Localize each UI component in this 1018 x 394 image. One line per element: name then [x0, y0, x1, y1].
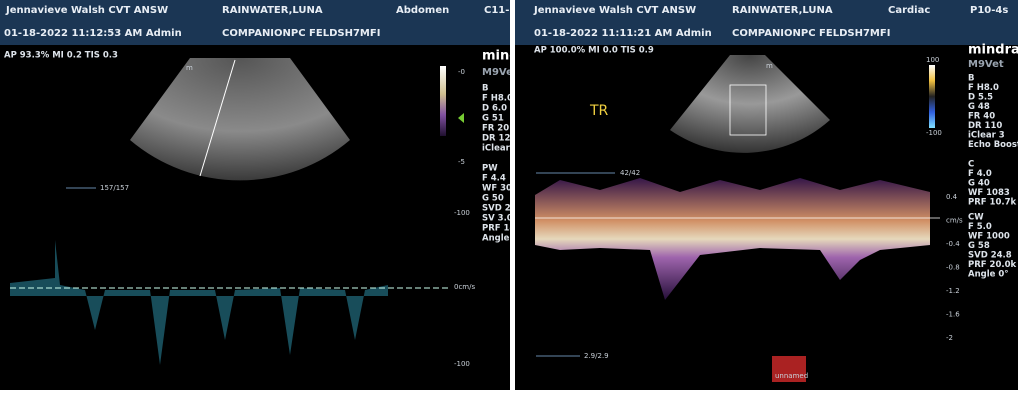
depth: -5 — [458, 158, 465, 166]
param: DR 110 — [968, 121, 1002, 131]
param: FR 40 — [968, 112, 995, 122]
model: M9Vet — [482, 67, 518, 78]
param: F 5.0 — [968, 222, 992, 232]
param: G 40 — [968, 179, 990, 189]
param: B — [482, 84, 488, 94]
tag: unnamed — [775, 372, 808, 380]
tag-box — [772, 356, 806, 382]
color-bar — [929, 65, 935, 128]
param: C — [968, 160, 974, 170]
focus-marker — [458, 113, 464, 123]
velocity-scale: 0.4 cm/s -0.4 -0.8 -1.2 -1.6 -2 — [946, 193, 963, 342]
color-scale: -100 — [926, 129, 942, 137]
operator: Jennavieve Walsh CVT ANSW — [533, 5, 696, 16]
param: -1.6 — [946, 311, 960, 319]
operator: Jennavieve Walsh CVT ANSW — [5, 5, 168, 16]
patient: RAINWATER,LUNA — [222, 5, 323, 16]
param: WF 1083 — [968, 188, 1010, 198]
param: G 58 — [968, 241, 990, 251]
annotation: TR — [589, 103, 609, 119]
param: DR 120 — [482, 134, 516, 144]
param: WF 1000 — [968, 232, 1010, 242]
depth: -0 — [458, 68, 465, 76]
patient: RAINWATER,LUNA — [732, 5, 833, 16]
exam: Abdomen — [396, 5, 449, 16]
brand: mindray — [968, 43, 1018, 58]
param: iClear — [482, 144, 511, 154]
param: 0.4 — [946, 193, 958, 201]
marker: m — [766, 62, 773, 70]
param: PRF 20.0k — [968, 260, 1017, 270]
param: G 50 — [482, 194, 504, 204]
exam: Cardiac — [888, 5, 930, 16]
param: G 51 — [482, 114, 504, 124]
param: SV 3.0 — [482, 214, 513, 224]
param: -0.8 — [946, 264, 960, 272]
param: iClear 3 — [968, 131, 1005, 141]
header-bar — [0, 0, 510, 45]
header-bar — [515, 0, 1018, 45]
cursor-line — [199, 59, 236, 177]
param: Angle — [482, 234, 510, 244]
param: F H8.0 — [968, 83, 999, 93]
baseline-label: 2.9/2.9 — [584, 352, 609, 360]
color-scale: 100 — [926, 56, 939, 64]
param: B — [968, 74, 974, 84]
param: PRF 10.7k — [968, 198, 1017, 208]
param: G 48 — [968, 102, 990, 112]
param: F 4.4 — [482, 174, 506, 184]
model: M9Vet — [968, 59, 1004, 70]
probe: C11- — [484, 5, 509, 16]
gate: 157/157 — [100, 184, 129, 192]
param: SVD 29 — [482, 204, 517, 214]
status: AP 93.3% MI 0.2 TIS 0.3 — [4, 51, 118, 61]
param: FR 20 — [482, 124, 509, 134]
param: CW — [968, 213, 984, 223]
bmode-image — [670, 55, 830, 153]
datetime: 01-18-2022 11:12:53 AM Admin — [4, 28, 182, 39]
param: SVD 24.8 — [968, 251, 1012, 261]
station: COMPANIONPC FELDSH7MFI — [222, 28, 380, 39]
param: F 4.0 — [968, 169, 992, 179]
param: D 5.5 — [968, 93, 993, 103]
marker: m — [186, 64, 193, 72]
param: PRF 14 — [482, 224, 515, 234]
param: -0.4 — [946, 240, 960, 248]
param: Echo Boost — [968, 140, 1018, 150]
doppler-spectrum — [535, 178, 930, 300]
param: WF 300 — [482, 184, 518, 194]
gate: 42/42 — [620, 169, 640, 177]
scale-label: -100 — [454, 209, 470, 217]
param: Angle 0° — [968, 270, 1009, 280]
param: D 6.0 — [482, 104, 507, 114]
param: -2 — [946, 334, 953, 342]
divider — [510, 0, 515, 390]
bmode-image — [130, 58, 350, 181]
gray-bar — [440, 66, 446, 136]
status: AP 100.0% MI 0.0 TIS 0.9 — [534, 46, 654, 56]
station: COMPANIONPC FELDSH7MFI — [732, 28, 890, 39]
scale-label: 0cm/s — [454, 283, 475, 291]
probe: P10-4s — [970, 5, 1008, 16]
color-box — [729, 84, 767, 136]
scale-label: -100 — [454, 360, 470, 368]
param: -1.2 — [946, 287, 960, 295]
datetime: 01-18-2022 11:11:21 AM Admin — [534, 28, 712, 39]
param: PW — [482, 164, 498, 174]
param: F H8.0 — [482, 94, 513, 104]
param: cm/s — [946, 217, 963, 225]
